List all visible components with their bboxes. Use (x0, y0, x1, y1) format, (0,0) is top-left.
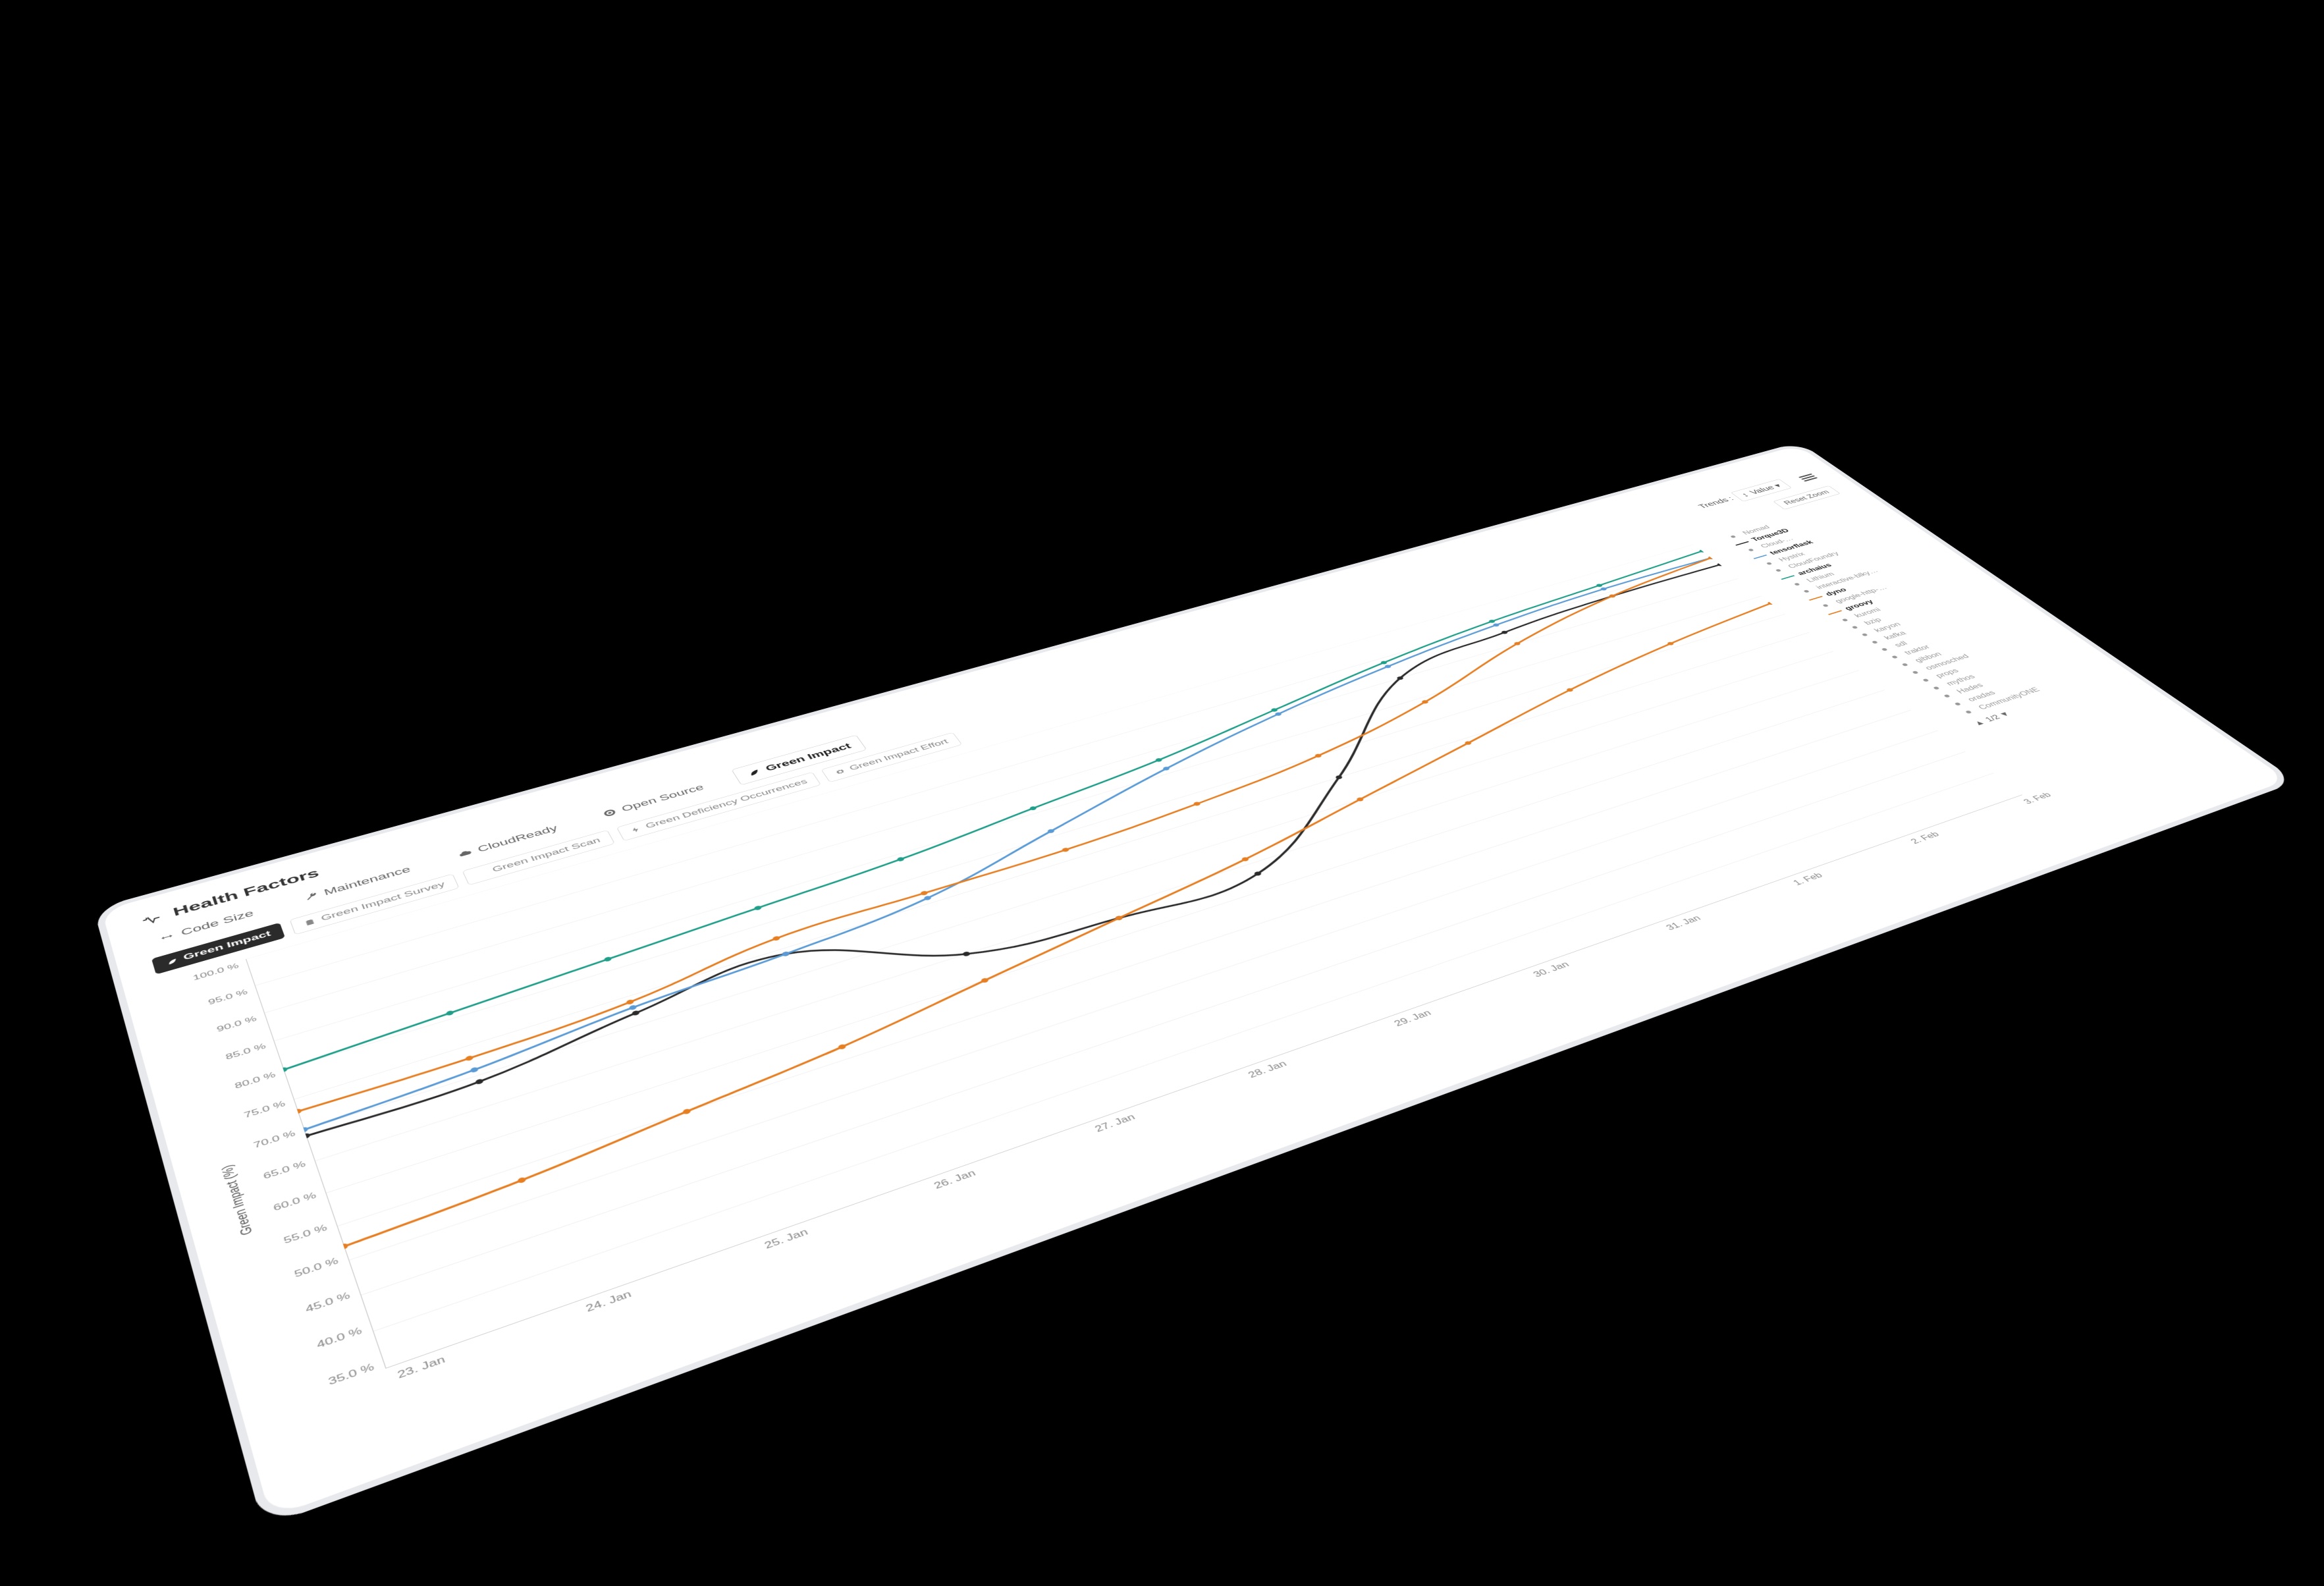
stage: Health Factors Code Size Maintenance Clo… (0, 0, 2324, 1586)
card-wrap: Health Factors Code Size Maintenance Clo… (94, 442, 2297, 1527)
heartbeat-icon (139, 910, 164, 927)
y-tick: 45.0 % (304, 1290, 352, 1315)
x-tick: 3. Feb (2021, 791, 2054, 806)
target-icon (601, 808, 618, 819)
y-tick: 100.0 % (192, 962, 240, 983)
bolt-icon (630, 825, 643, 834)
y-tick: 90.0 % (216, 1014, 258, 1034)
wrench-icon (302, 891, 319, 902)
trends-label: Trends : (1696, 495, 1736, 510)
sliders-icon (475, 869, 489, 877)
y-tick: 55.0 % (283, 1222, 329, 1246)
y-tick: 85.0 % (225, 1042, 267, 1062)
y-tick: 80.0 % (234, 1070, 277, 1091)
leaf-icon (746, 767, 763, 777)
y-tick: 70.0 % (252, 1128, 296, 1151)
y-tick: 35.0 % (327, 1361, 375, 1388)
leaf-icon (165, 957, 179, 966)
y-tick: 40.0 % (315, 1325, 364, 1351)
y-tick: 95.0 % (207, 987, 249, 1006)
gear-icon (834, 768, 847, 776)
y-tick: 50.0 % (293, 1255, 340, 1280)
cloud-icon (456, 848, 473, 859)
y-tick: 60.0 % (272, 1190, 317, 1213)
hamburger-icon[interactable] (1797, 473, 1818, 482)
arrows-h-icon (159, 931, 175, 943)
clipboard-icon (304, 917, 317, 927)
y-tick: 65.0 % (262, 1159, 307, 1182)
y-tick: 75.0 % (243, 1099, 286, 1120)
